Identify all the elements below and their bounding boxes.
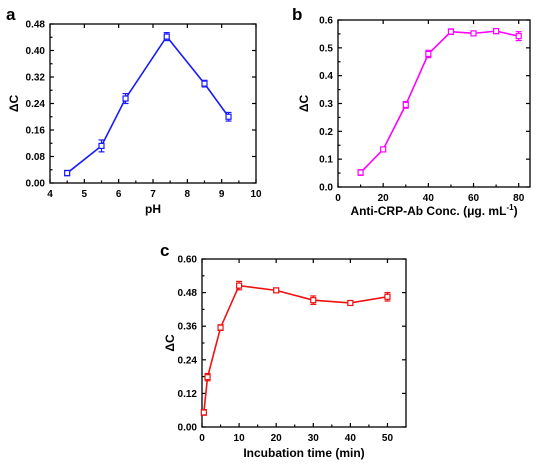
data-point — [402, 101, 409, 108]
data-point — [122, 95, 129, 102]
data-point — [380, 146, 387, 153]
x-tick-label: 0 — [199, 433, 205, 444]
x-axis-label: Anti-CRP-Ab Conc. (μg. mL-1) — [350, 203, 517, 218]
x-tick-label: 20 — [271, 433, 283, 444]
y-tick-label: 0.60 — [178, 255, 198, 266]
series-line — [360, 30, 519, 174]
y-tick-label: 0.32 — [26, 73, 46, 84]
data-point — [515, 33, 522, 40]
plot-frame — [337, 19, 531, 188]
y-axis-label: ΔC — [7, 95, 21, 113]
x-tick-label: 7 — [150, 189, 156, 200]
series-line — [66, 35, 230, 174]
x-tick-label: 10 — [234, 433, 246, 444]
y-axis-label: ΔC — [297, 95, 311, 113]
data-point — [384, 293, 391, 300]
data-point — [310, 297, 317, 304]
y-tick-label: 0.5 — [319, 43, 333, 54]
data-point — [357, 169, 364, 176]
data-point — [201, 80, 208, 87]
data-point — [64, 169, 71, 177]
plot-frame — [49, 23, 257, 184]
x-tick-label: 50 — [382, 433, 394, 444]
chart-panel-c: 0.00 0.12 0.24 0.36 0.48 0.60 0 10 20 30 40 50 Incub… — [160, 241, 407, 460]
y-tick-label: 0.36 — [178, 322, 198, 333]
y-axis-label: ΔC — [163, 334, 177, 352]
data-point — [163, 33, 170, 40]
data-point — [347, 299, 354, 307]
data-point — [447, 28, 455, 35]
y-tick-label: 0.00 — [178, 423, 198, 434]
panel-letter: c — [160, 241, 169, 260]
data-point — [217, 324, 224, 331]
chart-panel-b: 0.0 0.1 0.2 0.3 0.4 0.5 0.6 0 20 40 60 80Anti-CRP-A… — [292, 5, 531, 218]
x-tick-label: 9 — [219, 189, 225, 200]
x-tick-label: 0 — [335, 193, 341, 204]
x-tick-label: 40 — [423, 193, 435, 204]
x-tick-label: 4 — [47, 189, 53, 200]
data-point — [273, 287, 280, 294]
data-point — [200, 409, 207, 416]
series-line — [203, 284, 388, 413]
x-tick-label: 5 — [82, 189, 88, 200]
y-tick-label: 0.08 — [26, 152, 46, 163]
chart-panel-a: 0.00 0.08 0.16 0.24 0.32 0.40 0.48 4 5 6 7 8 9 10 pH ΔC… — [6, 5, 262, 216]
data-point — [204, 374, 211, 381]
x-axis-label: pH — [145, 202, 161, 216]
x-tick-label: 30 — [308, 433, 320, 444]
y-tick-label: 0.00 — [26, 179, 46, 190]
data-point — [425, 50, 432, 58]
y-tick-label: 0.48 — [178, 288, 198, 299]
data-point — [98, 142, 105, 149]
data-point — [235, 282, 243, 289]
data-point — [470, 30, 477, 37]
y-tick-label: 0.48 — [26, 20, 46, 31]
y-tick-label: 0.0 — [319, 183, 333, 194]
y-tick-label: 0.16 — [26, 126, 46, 137]
x-tick-label: 60 — [468, 193, 480, 204]
x-tick-label: 10 — [250, 189, 262, 200]
y-tick-label: 0.40 — [26, 46, 46, 57]
x-tick-label: 20 — [378, 193, 390, 204]
y-tick-label: 0.24 — [178, 355, 198, 366]
y-tick-label: 0.24 — [26, 99, 46, 110]
data-point — [493, 28, 500, 35]
y-tick-label: 0.1 — [319, 155, 333, 166]
x-axis-label-superscript: -1 — [506, 203, 514, 212]
panel-letter: b — [292, 5, 302, 24]
panel-letter: a — [6, 5, 16, 24]
x-tick-label: 6 — [116, 189, 122, 200]
y-tick-label: 0.2 — [319, 127, 333, 138]
y-tick-label: 0.12 — [178, 389, 198, 400]
y-tick-label: 0.6 — [319, 16, 333, 27]
data-point — [225, 113, 232, 120]
x-tick-label: 80 — [513, 193, 525, 204]
x-axis-label-close: ) — [514, 204, 518, 218]
plot-frame — [201, 258, 407, 428]
y-tick-label: 0.3 — [319, 99, 333, 110]
x-axis-label: Incubation time (min) — [243, 446, 364, 460]
y-tick-label: 0.4 — [319, 71, 333, 82]
x-tick-label: 40 — [345, 433, 357, 444]
x-tick-label: 8 — [185, 189, 191, 200]
